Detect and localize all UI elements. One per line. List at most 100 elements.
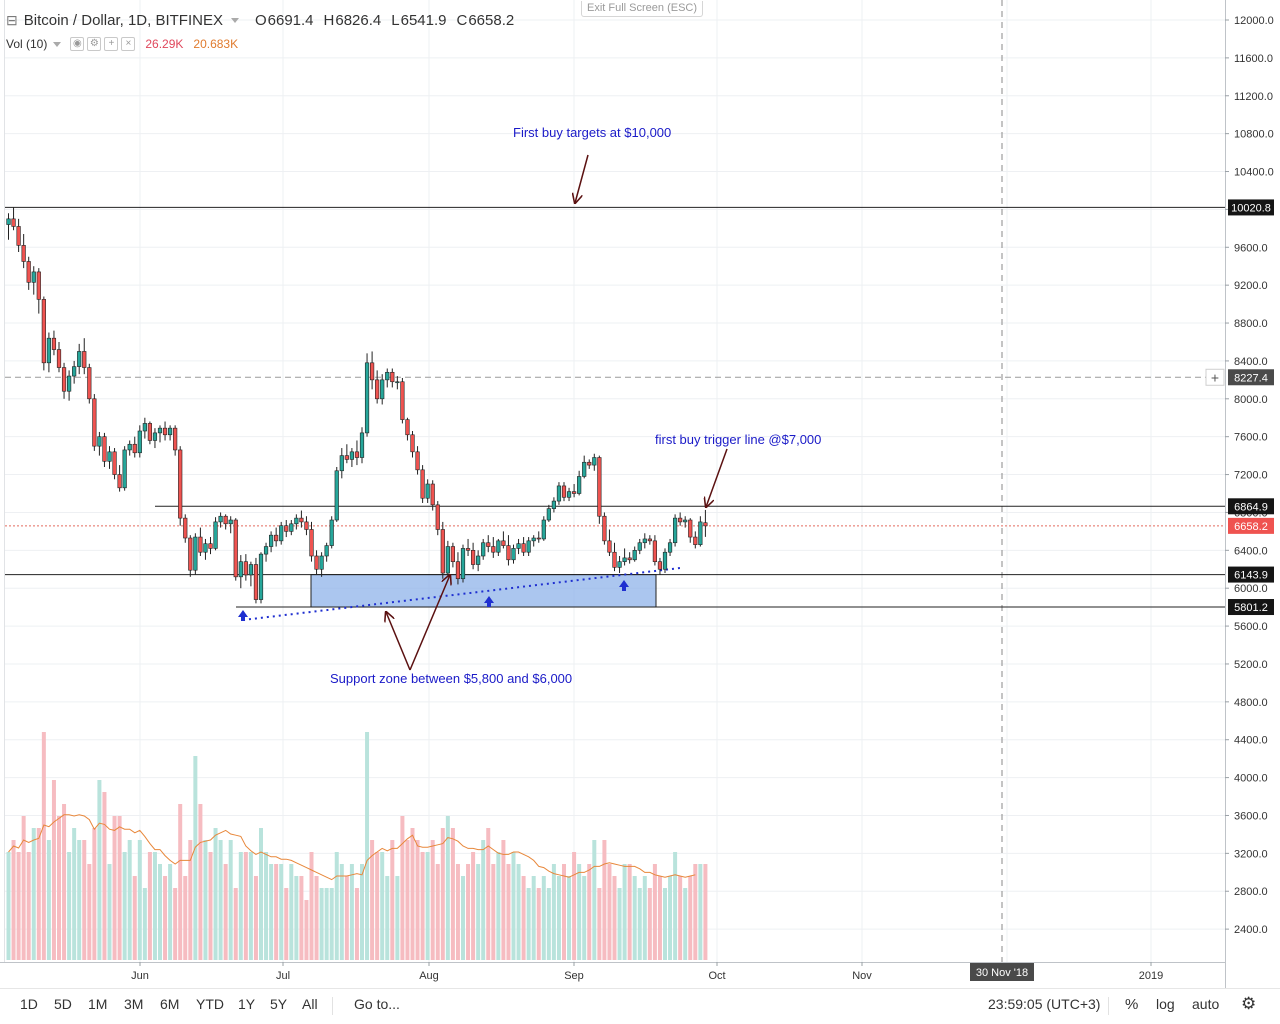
candle-up xyxy=(268,531,274,553)
candle-body xyxy=(405,419,410,436)
volume-bar-down xyxy=(173,888,178,960)
candle-up xyxy=(516,538,521,555)
volume-bar-down xyxy=(536,888,541,960)
candle-body xyxy=(460,548,466,580)
eye-icon[interactable]: ◉ xyxy=(70,37,85,51)
price-tick-label: 4000.0 xyxy=(1234,773,1268,785)
candle-down xyxy=(415,446,420,475)
volume-bar-down xyxy=(587,864,592,960)
percent-toggle[interactable]: % xyxy=(1125,996,1139,1013)
volume-bar-up xyxy=(324,888,329,960)
settings-icon[interactable]: ⚙ xyxy=(87,37,102,51)
candle-up xyxy=(531,535,536,547)
volume-bar-up xyxy=(193,756,198,960)
candle-up xyxy=(445,540,450,577)
close-icon[interactable]: × xyxy=(121,37,136,51)
candle-body xyxy=(31,271,36,283)
price-chart[interactable]: 12000.011600.011200.010800.010400.010000… xyxy=(0,0,1280,988)
candle-down xyxy=(390,368,395,388)
candle-up xyxy=(294,514,299,530)
candle-up xyxy=(642,533,647,549)
crosshair-plus-bg xyxy=(1205,368,1225,386)
candle-body xyxy=(566,491,572,498)
range-5d-button[interactable]: 5D xyxy=(54,996,72,1012)
crosshair-date-label: 30 Nov '18 xyxy=(976,967,1028,979)
candle-down xyxy=(470,542,476,570)
candle-body xyxy=(683,519,688,523)
volume-bar-down xyxy=(471,852,476,960)
volume-label[interactable]: Vol (10) xyxy=(6,37,48,51)
volume-bar-down xyxy=(132,876,137,960)
volume-bar-down xyxy=(652,864,657,960)
candle-up xyxy=(395,376,400,390)
range-1d-button[interactable]: 1D xyxy=(20,996,38,1012)
symbol-title[interactable]: Bitcoin / Dollar, 1D, BITFINEX xyxy=(23,12,223,29)
candle-body xyxy=(592,457,597,466)
volume-bar-up xyxy=(72,828,77,960)
candle-body xyxy=(506,545,511,561)
volume-bar-down xyxy=(16,852,21,960)
price-tick-label: 6400.0 xyxy=(1234,545,1268,557)
range-1m-button[interactable]: 1M xyxy=(88,996,108,1012)
candle-body xyxy=(87,367,92,400)
range-1y-button[interactable]: 1Y xyxy=(238,996,256,1012)
candle-body xyxy=(627,557,632,561)
goto-button[interactable]: Go to... xyxy=(354,996,400,1012)
volume-value: 26.29K xyxy=(145,37,184,51)
volume-bar-down xyxy=(51,780,56,960)
volume-bar-up xyxy=(541,876,546,960)
candle-down xyxy=(597,455,602,524)
settings-gear-icon[interactable]: ⚙ xyxy=(1241,994,1257,1013)
range-3m-button[interactable]: 3M xyxy=(124,996,144,1012)
volume-bar-up xyxy=(577,864,582,960)
price-tick-label: 10800.0 xyxy=(1234,129,1274,141)
candle-body xyxy=(304,521,309,530)
volume-bar-down xyxy=(486,828,491,960)
range-all-button[interactable]: All xyxy=(302,996,318,1012)
auto-toggle[interactable]: auto xyxy=(1192,996,1220,1012)
annotation-arrow xyxy=(386,612,411,671)
candle-body xyxy=(369,362,375,381)
candle-body xyxy=(425,483,430,499)
volume-bar-down xyxy=(688,876,693,960)
volume-bar-up xyxy=(445,816,450,960)
candle-up xyxy=(324,542,329,562)
candle-up xyxy=(122,446,127,491)
price-level-label: 10020.8 xyxy=(1231,202,1271,214)
volume-bar-up xyxy=(31,828,36,960)
candle-down xyxy=(87,363,92,404)
candle-body xyxy=(597,457,602,517)
exit-fullscreen-button[interactable]: Exit Full Screen (ESC) xyxy=(581,1,704,17)
candle-up xyxy=(329,516,334,549)
timezone-clock[interactable]: 23:59:05 (UTC+3) xyxy=(988,996,1101,1012)
candle-body xyxy=(632,550,637,561)
candle-down xyxy=(11,207,16,231)
range-5y-button[interactable]: 5Y xyxy=(270,996,288,1012)
support-zone-box xyxy=(310,574,657,608)
candle-up xyxy=(622,548,627,566)
candle-body xyxy=(193,536,198,571)
volume-bar-down xyxy=(314,876,319,960)
annotation-arrow xyxy=(706,448,728,507)
candle-body xyxy=(501,540,506,546)
annotation-text: Support zone between $5,800 and $6,000 xyxy=(330,671,572,686)
volume-bar-down xyxy=(243,852,248,960)
volume-bar-up xyxy=(526,888,531,960)
candle-down xyxy=(647,535,652,545)
collapse-icon[interactable]: ⊟ xyxy=(6,12,18,28)
plus-icon[interactable]: + xyxy=(104,37,119,51)
candle-down xyxy=(188,535,193,577)
candle-up xyxy=(683,516,688,528)
candle-body xyxy=(470,550,476,565)
chevron-down-icon[interactable] xyxy=(230,18,239,23)
volume-bar-up xyxy=(551,864,556,960)
range-ytd-button[interactable]: YTD xyxy=(196,996,224,1012)
volume-bar-up xyxy=(137,840,142,960)
volume-bar-up xyxy=(294,876,299,960)
volume-bar-up xyxy=(238,852,243,960)
ohlc-close-value: 6658.2 xyxy=(468,12,515,29)
range-6m-button[interactable]: 6M xyxy=(160,996,180,1012)
chevron-down-icon[interactable] xyxy=(53,41,62,47)
volume-bar-up xyxy=(582,876,587,960)
log-toggle[interactable]: log xyxy=(1156,996,1175,1012)
